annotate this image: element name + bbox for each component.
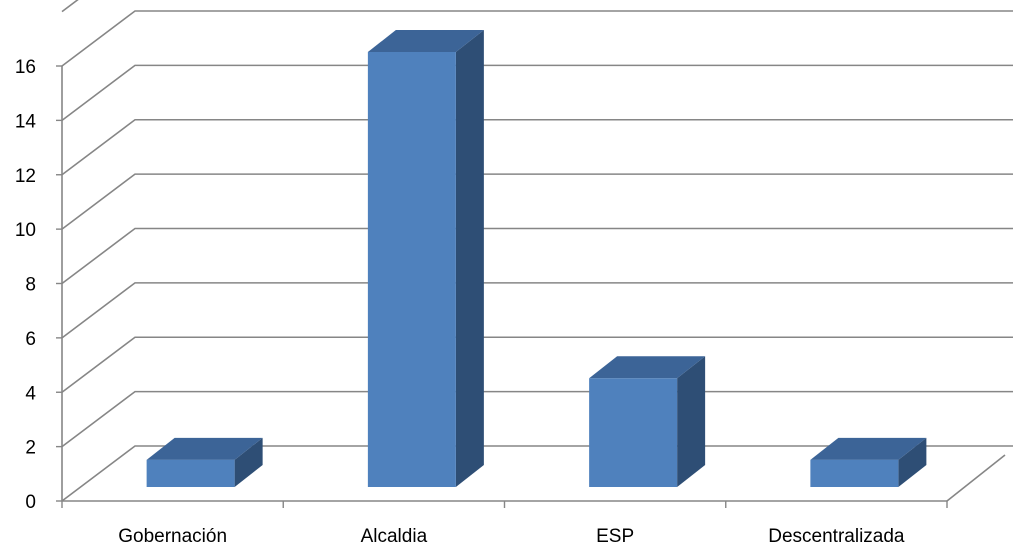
axes [56, 65, 1013, 508]
x-tick-labels: Gobernación Alcaldia ESP Descentralizada [118, 526, 905, 547]
bar-front-3 [810, 459, 899, 487]
y-tick-label-4: 4 [25, 383, 36, 404]
bar-top-3 [810, 437, 927, 460]
bar-top-2 [589, 356, 706, 379]
bar-side-0 [234, 437, 263, 487]
bar-top-0 [146, 437, 263, 460]
floor-right-edge [946, 454, 1006, 502]
bar-descentralizada [810, 437, 927, 487]
gridline-16 [61, 10, 1013, 67]
y-tick-label-2: 2 [25, 438, 36, 459]
bar-gobernación [146, 437, 263, 487]
gridline-10 [61, 173, 1013, 230]
y-tick-label-16: 16 [15, 57, 36, 78]
y-tick-label-12: 12 [15, 166, 36, 187]
bar-top-1 [367, 30, 484, 52]
gridline-12 [61, 118, 1013, 176]
x-tick-label-3: Descentralizada [768, 526, 905, 547]
gridline-2 [61, 390, 1013, 448]
gridline-top [61, 0, 79, 13]
bar-side-3 [898, 437, 927, 487]
gridlines [61, 0, 1013, 448]
y-tick-label-8: 8 [25, 275, 36, 296]
x-tick-label-1: Alcaldia [361, 526, 428, 547]
x-tick-label-0: Gobernación [118, 526, 227, 547]
y-tick-label-0: 0 [25, 492, 36, 513]
floor-back-edge [61, 445, 1013, 502]
bar-side-2 [677, 356, 706, 487]
bar-esp [589, 356, 706, 487]
gridline-14 [61, 64, 1013, 122]
y-tick-labels: 0 2 4 6 8 10 12 14 16 [15, 57, 37, 513]
bar-side-1 [455, 30, 484, 487]
bar-front-2 [589, 378, 678, 487]
y-tick-label-10: 10 [15, 220, 36, 241]
bar-front-1 [367, 52, 456, 487]
bar-alcaldia [367, 30, 484, 487]
gridline-4 [61, 336, 1013, 393]
gridline-6 [61, 282, 1013, 339]
gridline-8 [61, 227, 1013, 285]
x-tick-label-2: ESP [596, 526, 634, 547]
bars [146, 30, 927, 487]
y-tick-label-6: 6 [25, 329, 36, 350]
bar-front-0 [146, 459, 235, 487]
y-tick-label-14: 14 [15, 111, 37, 132]
